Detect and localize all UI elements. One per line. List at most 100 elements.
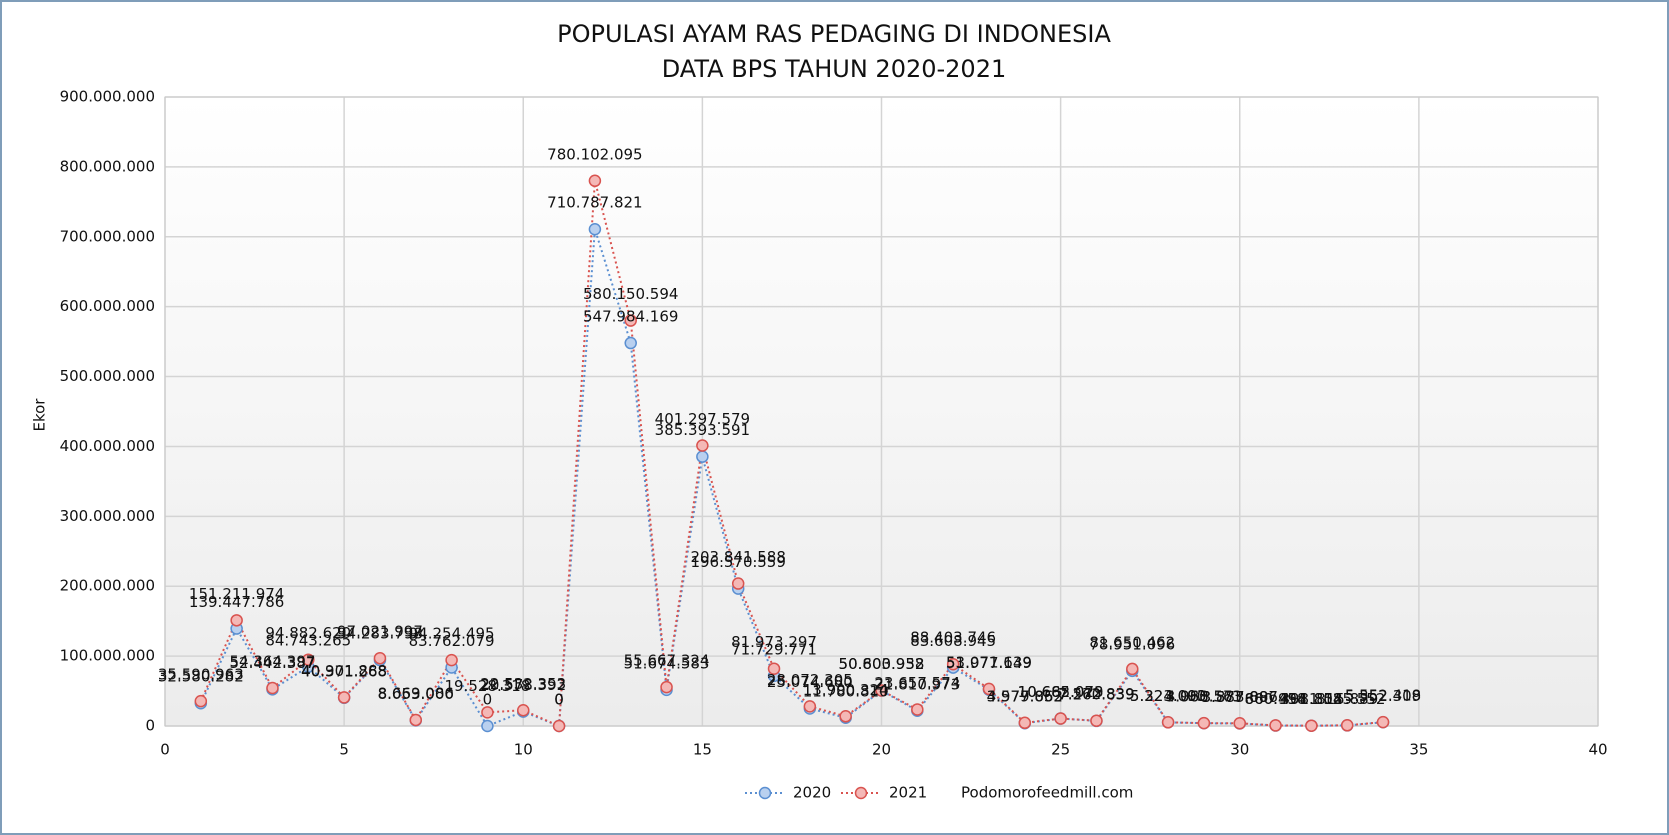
plot-border [164, 96, 1599, 727]
data-label: 10.665.023 [1018, 683, 1104, 701]
data-label: 3.573.887 [1202, 688, 1278, 706]
data-label: 94.283.798 [337, 625, 423, 643]
y-tick-label: 200.000.000 [60, 577, 155, 595]
data-label: 28.072.305 [767, 671, 853, 689]
data-label: 83.608.945 [910, 632, 996, 650]
series-line [199, 228, 1384, 728]
data-label: 13.900.324 [803, 681, 889, 699]
marker [230, 614, 243, 627]
data-label: 580.150.594 [583, 285, 678, 303]
x-tick-label: 10 [514, 741, 533, 759]
data-label: 780.102.095 [547, 145, 642, 163]
data-label: 53.071.639 [946, 653, 1032, 671]
chart-title: POPULASI AYAM RAS PEDAGING DI INDONESIA [557, 20, 1111, 48]
data-label: 5.223.093 [1130, 687, 1206, 705]
data-label: 97.021.997 [337, 623, 423, 641]
marker [696, 450, 709, 463]
data-label: 25.074.680 [767, 673, 853, 691]
data-label: 7.572.839 [1058, 685, 1134, 703]
marker [660, 680, 673, 694]
data-label: 20.578.392 [480, 676, 566, 694]
x-tick-label: 35 [1409, 741, 1428, 759]
marker [624, 336, 637, 350]
data-label: 50.600.952 [839, 655, 925, 673]
marker [803, 700, 817, 713]
data-label: 40.371.268 [301, 662, 387, 680]
data-label: 94.254.495 [409, 625, 495, 643]
y-tick-label: 700.000.000 [60, 227, 155, 245]
marker [409, 713, 423, 727]
x-tick-label: 40 [1588, 741, 1607, 759]
x-tick-label: 0 [160, 741, 170, 759]
x-tick-label: 15 [693, 741, 712, 759]
x-tick-label: 20 [872, 741, 891, 759]
data-label: 81.650.462 [1089, 633, 1175, 651]
marker [302, 653, 315, 666]
y-tick-label: 400.000.000 [60, 437, 155, 455]
y-tick-label: 100.000.000 [60, 647, 155, 665]
data-label: 151.211.974 [189, 585, 284, 603]
data-label: 83.762.079 [409, 632, 495, 650]
data-label: 51.977.149 [946, 654, 1032, 672]
data-label: 40.901.888 [301, 662, 387, 680]
marker [1376, 715, 1390, 729]
data-label: 81.973.297 [731, 633, 817, 651]
marker [588, 222, 602, 236]
y-axis-label: Ekor [31, 398, 49, 432]
data-label: 19.528.318 [444, 677, 530, 695]
data-label: 22.532.353 [480, 675, 566, 693]
marker [1340, 719, 1354, 732]
legend-label: 2020 [793, 784, 831, 802]
data-label: 8.053.000 [378, 685, 454, 703]
marker [624, 314, 637, 327]
data-label: 547.984.169 [583, 308, 678, 326]
data-label: 815.889 [1316, 690, 1378, 708]
data-label: 3.979.062 [987, 688, 1063, 706]
y-tick-label: 800.000.000 [60, 157, 155, 175]
data-label: 4.577.853 [987, 687, 1063, 705]
data-label: 660.494 [1245, 690, 1307, 708]
data-label: 94.882.620 [265, 624, 351, 642]
data-label: 11.780.810 [803, 682, 889, 700]
data-label: 0 [483, 691, 493, 709]
data-label: 7.260.839 [1058, 685, 1134, 703]
data-label: 52.442.387 [230, 654, 316, 672]
data-label: 8.669.086 [378, 684, 454, 702]
legend-label: 2021 [889, 784, 927, 802]
data-label: 35.590.963 [158, 666, 244, 684]
data-label: 50.803.938 [839, 655, 925, 673]
data-label: 88.403.746 [910, 629, 996, 647]
marker [1054, 712, 1067, 725]
marker [588, 174, 602, 188]
data-label: 55.667.324 [624, 652, 710, 670]
data-label: 5.324.000 [1130, 687, 1206, 705]
y-tick-label: 300.000.000 [60, 507, 155, 525]
y-tick-label: 500.000.000 [60, 367, 155, 385]
data-label: 0 [554, 691, 564, 709]
data-label: 5.552.418 [1345, 687, 1421, 705]
marker [552, 719, 566, 733]
legend-marker [758, 786, 772, 800]
marker [731, 577, 745, 590]
source: Podomorofeedmill.com [961, 784, 1133, 802]
y-tick-label: 600.000.000 [60, 297, 155, 315]
marker [946, 657, 960, 671]
data-label: 5.352.309 [1345, 687, 1421, 705]
y-tick-label: 900.000.000 [60, 88, 155, 106]
x-tick-label: 25 [1051, 741, 1070, 759]
data-label: 203.841.588 [690, 548, 785, 566]
data-label: 78.951.096 [1089, 635, 1175, 653]
data-label: 1.045.552 [1309, 690, 1385, 708]
data-label: 84.743.265 [265, 631, 351, 649]
data-label: 3.887.096 [1202, 688, 1278, 706]
data-label: 10.682.079 [1018, 683, 1104, 701]
data-label: 401.858 [1280, 690, 1342, 708]
data-label: 385.393.591 [655, 421, 750, 439]
marker [911, 703, 924, 716]
marker [1197, 716, 1211, 730]
marker [1018, 716, 1032, 730]
data-label: 21.810.973 [874, 675, 960, 693]
data-label: 139.447.786 [189, 593, 284, 611]
marker [696, 439, 709, 452]
